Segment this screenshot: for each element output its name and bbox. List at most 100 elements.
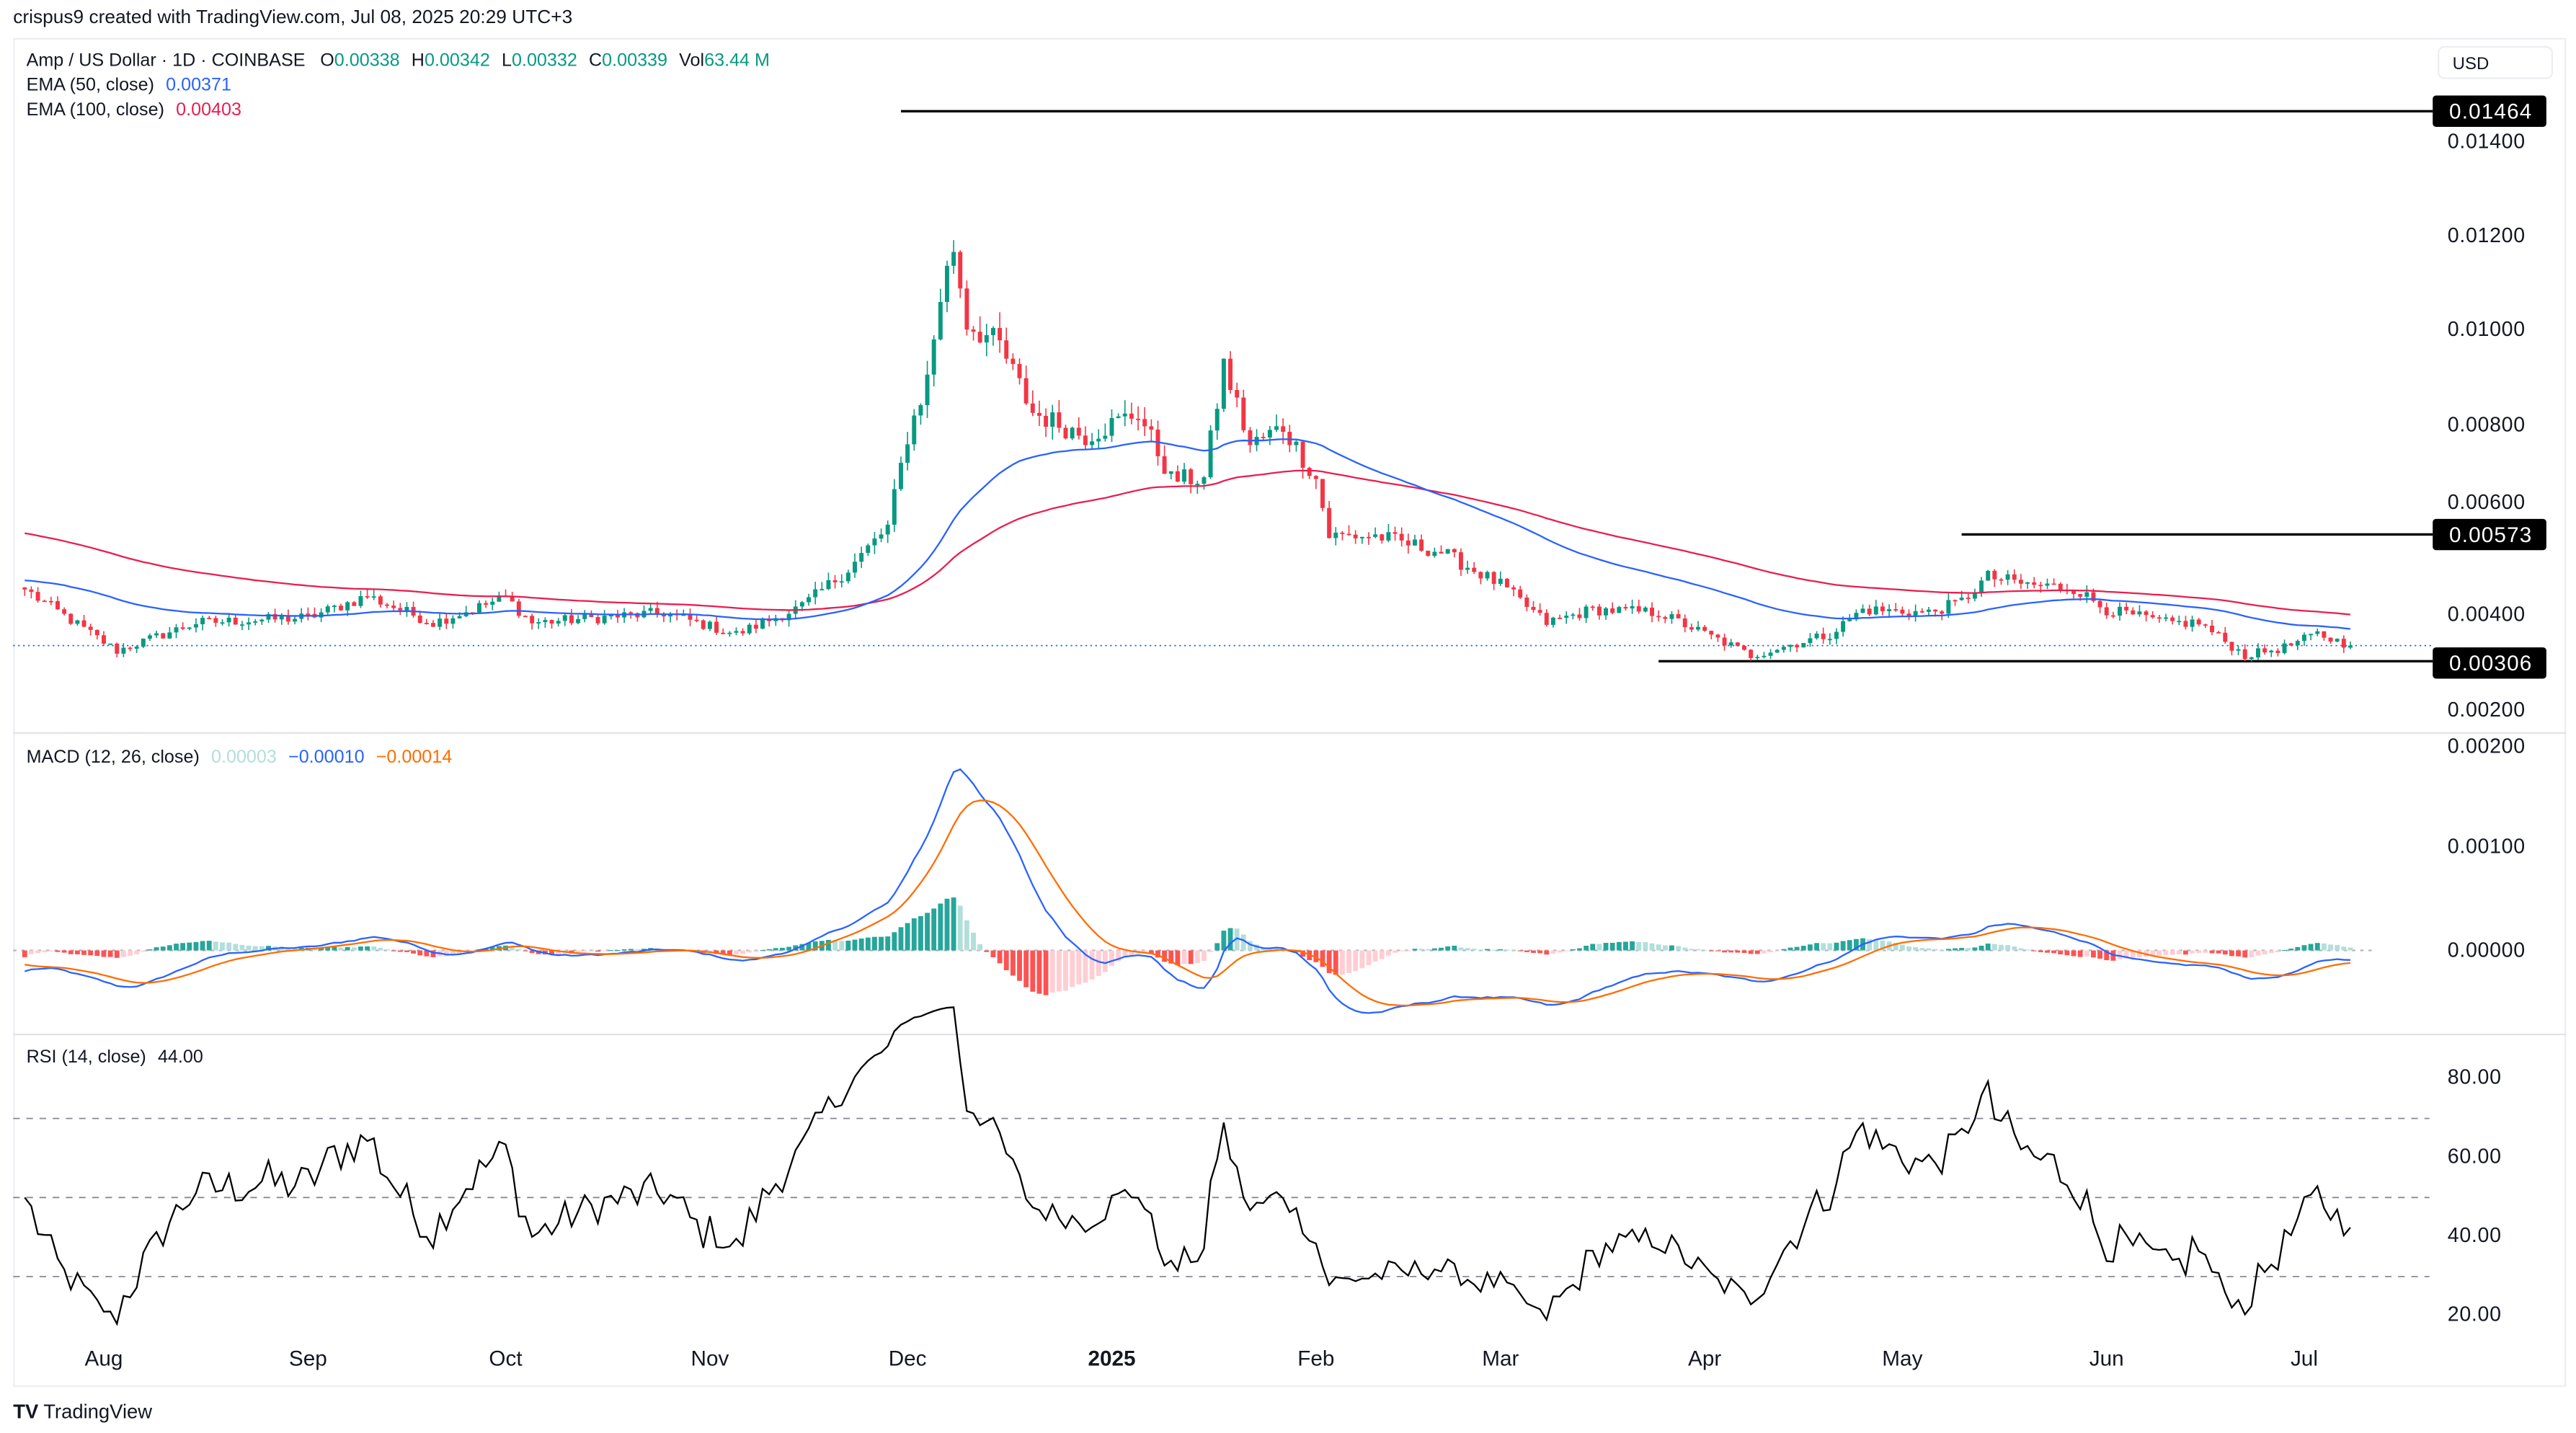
candle-body [1426, 551, 1431, 556]
candle-body [497, 595, 502, 602]
candle-body [233, 617, 238, 625]
candle-body [1083, 435, 1088, 445]
macd-histogram-bar [925, 913, 930, 951]
candle-body [1208, 430, 1213, 478]
candle-body [1867, 608, 1872, 615]
macd-histogram-bar [154, 947, 159, 951]
macd-histogram-bar [1056, 950, 1062, 992]
candle-body [1195, 484, 1200, 485]
macd-histogram-bar [2025, 949, 2030, 951]
candle-body [1399, 533, 1404, 541]
candle-body [1762, 655, 1767, 657]
candle-body [101, 635, 106, 644]
macd-histogram-bar [760, 950, 765, 951]
candle-body [1518, 589, 1523, 598]
macd-legend[interactable]: MACD (12, 26, close) 0.00003 −0.00010 −0… [27, 747, 459, 767]
candle-body [1564, 616, 1569, 618]
macd-histogram-bar [2275, 950, 2280, 952]
candle-body [319, 612, 324, 618]
candle-body [2216, 632, 2221, 634]
time-axis-tick: Sep [288, 1345, 327, 1371]
candle-body [832, 580, 838, 582]
candle-body [239, 624, 244, 626]
macd-histogram-bar [2268, 950, 2274, 954]
macd-histogram-bar [285, 947, 291, 951]
tradingview-logo[interactable]: TV TradingView [13, 1400, 152, 1423]
macd-histogram-bar [160, 946, 166, 951]
macd-histogram-bar [94, 950, 100, 957]
macd-histogram-bar [529, 950, 535, 954]
candle-body [977, 332, 982, 343]
macd-histogram-bar [2157, 950, 2162, 956]
candle-body [108, 643, 113, 645]
candle-body [1742, 645, 1746, 650]
candle-body [2045, 583, 2050, 586]
macd-histogram-bar [2045, 950, 2050, 953]
time-axis-tick: Aug [84, 1345, 123, 1371]
candle-body [964, 288, 969, 330]
macd-histogram-bar [971, 932, 976, 951]
currency-button[interactable]: USD [2438, 45, 2554, 79]
macd-histogram-bar [1603, 943, 1609, 951]
ema50-value: 0.00371 [166, 76, 231, 96]
macd-histogram-bar [1926, 948, 1932, 951]
ema100-legend[interactable]: EMA (100, close) 0.00403 [27, 100, 249, 120]
macd-histogram-bar [858, 939, 864, 951]
candle-body [681, 614, 686, 616]
macd-histogram-bar [1873, 939, 1879, 951]
macd-histogram-bar [35, 950, 40, 954]
rsi-legend[interactable]: RSI (14, close) 44.00 [27, 1047, 210, 1067]
candle-body [1287, 432, 1292, 445]
candle-body [1129, 413, 1134, 419]
macd-histogram-bar [727, 950, 732, 955]
macd-histogram-bar [252, 946, 258, 951]
candle-body [1313, 476, 1318, 479]
candle-body [799, 602, 804, 607]
macd-histogram-bar [1695, 949, 1701, 951]
macd-histogram-bar [2176, 950, 2182, 954]
macd-histogram-bar [1768, 950, 1773, 952]
candle-body [1893, 609, 1898, 611]
candle-body [872, 538, 877, 546]
candle-body [2071, 590, 2076, 595]
macd-histogram-bar [1485, 949, 1490, 951]
candle-body [2091, 592, 2096, 601]
candle-body [1122, 413, 1127, 417]
candle-body [404, 607, 409, 611]
volume-label: Vol [679, 50, 705, 71]
macd-histogram-bar [1214, 943, 1220, 951]
macd-histogram-bar [1609, 942, 1615, 951]
candle-body [2315, 631, 2320, 634]
candle-body [530, 616, 535, 624]
macd-histogram-bar [1083, 950, 1088, 983]
candle-body [1709, 631, 1714, 635]
chart-frame[interactable] [13, 37, 2567, 1388]
macd-histogram-bar [2084, 950, 2089, 957]
candle-body [1175, 471, 1180, 482]
macd-histogram-bar [1643, 941, 1648, 951]
candle-body [1919, 611, 1924, 613]
candle-body [576, 618, 581, 624]
candle-body [259, 619, 265, 622]
ema50-legend[interactable]: EMA (50, close) 0.00371 [27, 76, 239, 95]
candle-body [1189, 469, 1194, 484]
macd-histogram-bar [1689, 949, 1695, 951]
candle-body [984, 334, 989, 343]
candle-body [786, 613, 791, 621]
candle-body [1834, 631, 1839, 639]
macd-histogram-bar [1412, 949, 1418, 951]
candle-body [22, 587, 27, 590]
macd-histogram-bar [1616, 941, 1622, 951]
symbol-title[interactable]: Amp / US Dollar · 1D · COINBASE [26, 50, 306, 71]
macd-histogram-bar [1478, 949, 1483, 951]
macd-histogram-bar [641, 949, 647, 951]
macd-histogram-bar [839, 941, 845, 951]
candle-body [431, 623, 435, 627]
price-axis-tick: 0.01000 [2447, 318, 2526, 342]
candle-body [1900, 609, 1905, 614]
candle-body [1221, 358, 1226, 409]
candle-body [1689, 627, 1694, 630]
macd-histogram-bar [2222, 950, 2228, 955]
